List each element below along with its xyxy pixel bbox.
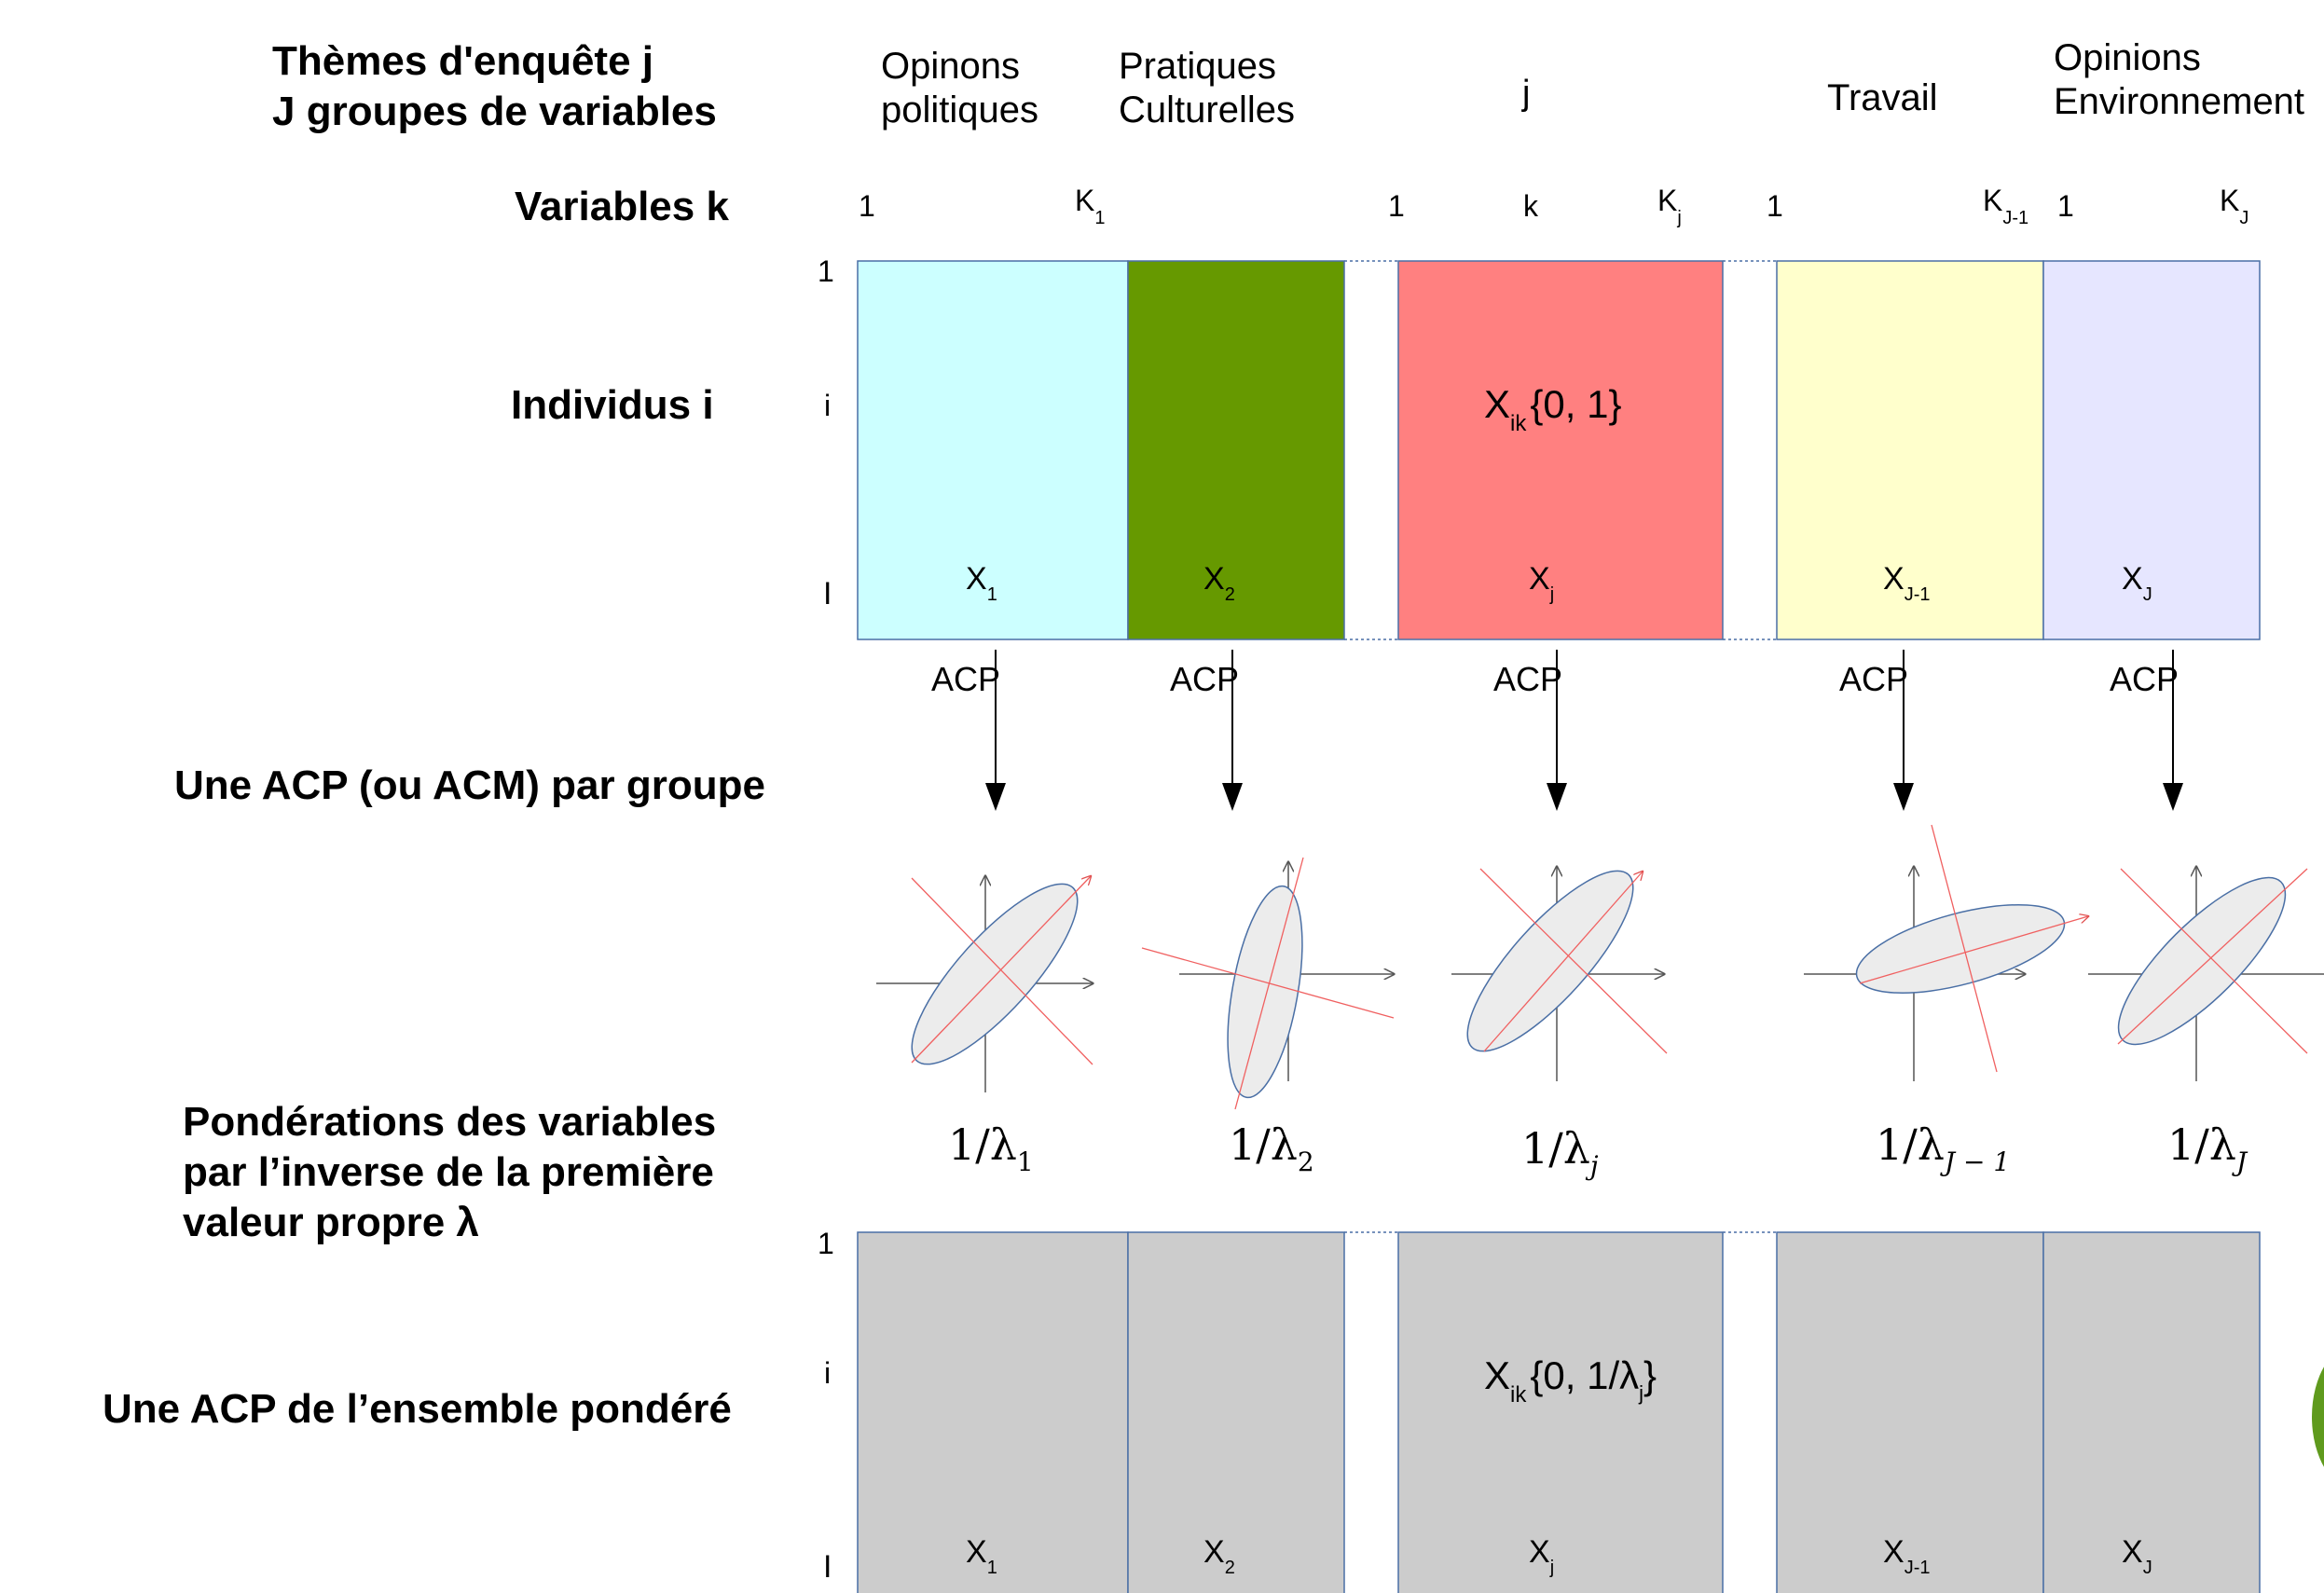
- row-label-i-bottom: i: [824, 1356, 831, 1390]
- theme-environnement-line2: Environnement: [2054, 81, 2304, 122]
- block-label-X1-top: X1: [966, 561, 997, 605]
- cell-xik-top: Xik{0, 1}: [1484, 382, 1621, 436]
- cell-xik-bottom: Xik{0, 1/λj}: [1484, 1353, 1657, 1408]
- block-politiques: [857, 260, 1129, 640]
- var-tick-1-gJm1: 1: [1767, 189, 1783, 223]
- weight-2: 1/λ2: [1229, 1119, 1314, 1177]
- var-tick-KJm1: KJ-1: [1983, 184, 2028, 228]
- arrow-head-2: [1222, 783, 1243, 811]
- theme-j: j: [1521, 74, 1530, 113]
- block-label-XJ-bottom: XJ: [2122, 1534, 2152, 1578]
- acp-label-Jm1: ACP: [1839, 660, 1908, 698]
- var-tick-1-gj: 1: [1388, 189, 1405, 223]
- logo-fragment: [2312, 1366, 2324, 1467]
- acp-label-1: ACP: [931, 660, 1000, 698]
- theme-politiques-line1: Opinons: [881, 46, 1020, 87]
- acp-label-2: ACP: [1170, 660, 1239, 698]
- weighted-block-environnement: [2042, 1231, 2261, 1593]
- pca-plot-2: [1141, 857, 1394, 1110]
- var-tick-1-g1: 1: [859, 189, 875, 223]
- themes-title-line2: J groupes de variables: [272, 89, 717, 134]
- ponderation-label-line3: valeur propre λ: [183, 1200, 479, 1245]
- pca-plot-J: [2088, 856, 2324, 1081]
- block-culturelles: [1127, 260, 1345, 640]
- block-label-XJ-top: XJ: [2122, 561, 2152, 605]
- weighted-block-culturelles: [1127, 1231, 1345, 1593]
- arrow-head-J: [2163, 783, 2183, 811]
- theme-culturelles-line2: Culturelles: [1119, 89, 1295, 130]
- theme-politiques-line2: politiques: [881, 89, 1038, 130]
- ponderation-label-line2: par l’inverse de la première: [183, 1149, 714, 1195]
- pca-plot-j: [1451, 849, 1668, 1081]
- acp-label-J: ACP: [2110, 660, 2179, 698]
- acp-arrows: ACP ACP ACP ACP ACP: [931, 650, 2183, 811]
- weighted-block-politiques: [857, 1231, 1129, 1593]
- ponderation-label-line1: Pondérations des variables: [183, 1099, 716, 1145]
- block-environnement: [2042, 260, 2261, 640]
- block-travail: [1776, 260, 2044, 640]
- weight-j: 1/λj: [1521, 1123, 1599, 1181]
- theme-environnement-line1: Opinions: [2054, 37, 2201, 78]
- var-tick-1-gJ: 1: [2057, 189, 2074, 223]
- weight-J: 1/λJ: [2167, 1119, 2248, 1177]
- block-label-Xj-bottom: Xj: [1529, 1534, 1554, 1578]
- gap-connectors-top: [1344, 260, 1777, 640]
- arrow-head-Jm1: [1893, 783, 1914, 811]
- variables-label: Variables k: [515, 184, 729, 229]
- acp-ensemble-label: Une ACP de l’ensemble pondéré: [103, 1386, 732, 1432]
- block-label-X2-bottom: X2: [1203, 1534, 1235, 1578]
- row-label-1-bottom: 1: [818, 1227, 834, 1260]
- acp-par-groupe-label: Une ACP (ou ACM) par groupe: [174, 762, 765, 808]
- weight-1: 1/λ1: [948, 1119, 1034, 1177]
- weight-Jm1: 1/λJ − 1: [1876, 1119, 2010, 1177]
- arrow-head-1: [985, 783, 1006, 811]
- weighted-block-j: [1397, 1231, 1724, 1593]
- block-label-X1-bottom: X1: [966, 1534, 997, 1578]
- block-j: [1397, 260, 1724, 640]
- var-tick-K1: K1: [1075, 184, 1105, 228]
- acp-label-j: ACP: [1493, 660, 1562, 698]
- var-tick-KJ: KJ: [2220, 184, 2248, 228]
- theme-travail: Travail: [1827, 77, 1938, 118]
- block-label-XJm1-top: XJ-1: [1883, 561, 1930, 605]
- row-label-I-top: I: [823, 576, 832, 611]
- block-label-Xj-top: Xj: [1529, 561, 1554, 605]
- arrow-head-j: [1547, 783, 1567, 811]
- row-label-1-top: 1: [818, 254, 834, 288]
- weighted-block-travail: [1776, 1231, 2044, 1593]
- var-tick-Kj: Kj: [1657, 184, 1682, 228]
- pca-plot-1: [876, 862, 1100, 1092]
- themes-title-line1: Thèmes d'enquête j: [272, 38, 653, 84]
- row-label-i-top: i: [824, 389, 831, 422]
- block-label-X2-top: X2: [1203, 561, 1235, 605]
- pca-plot-Jm1: [1804, 824, 2088, 1081]
- theme-culturelles-line1: Pratiques: [1119, 46, 1276, 87]
- individus-label: Individus i: [511, 382, 714, 428]
- var-tick-k: k: [1523, 189, 1539, 223]
- row-label-I-bottom: I: [823, 1549, 832, 1585]
- block-label-XJm1-bottom: XJ-1: [1883, 1534, 1930, 1578]
